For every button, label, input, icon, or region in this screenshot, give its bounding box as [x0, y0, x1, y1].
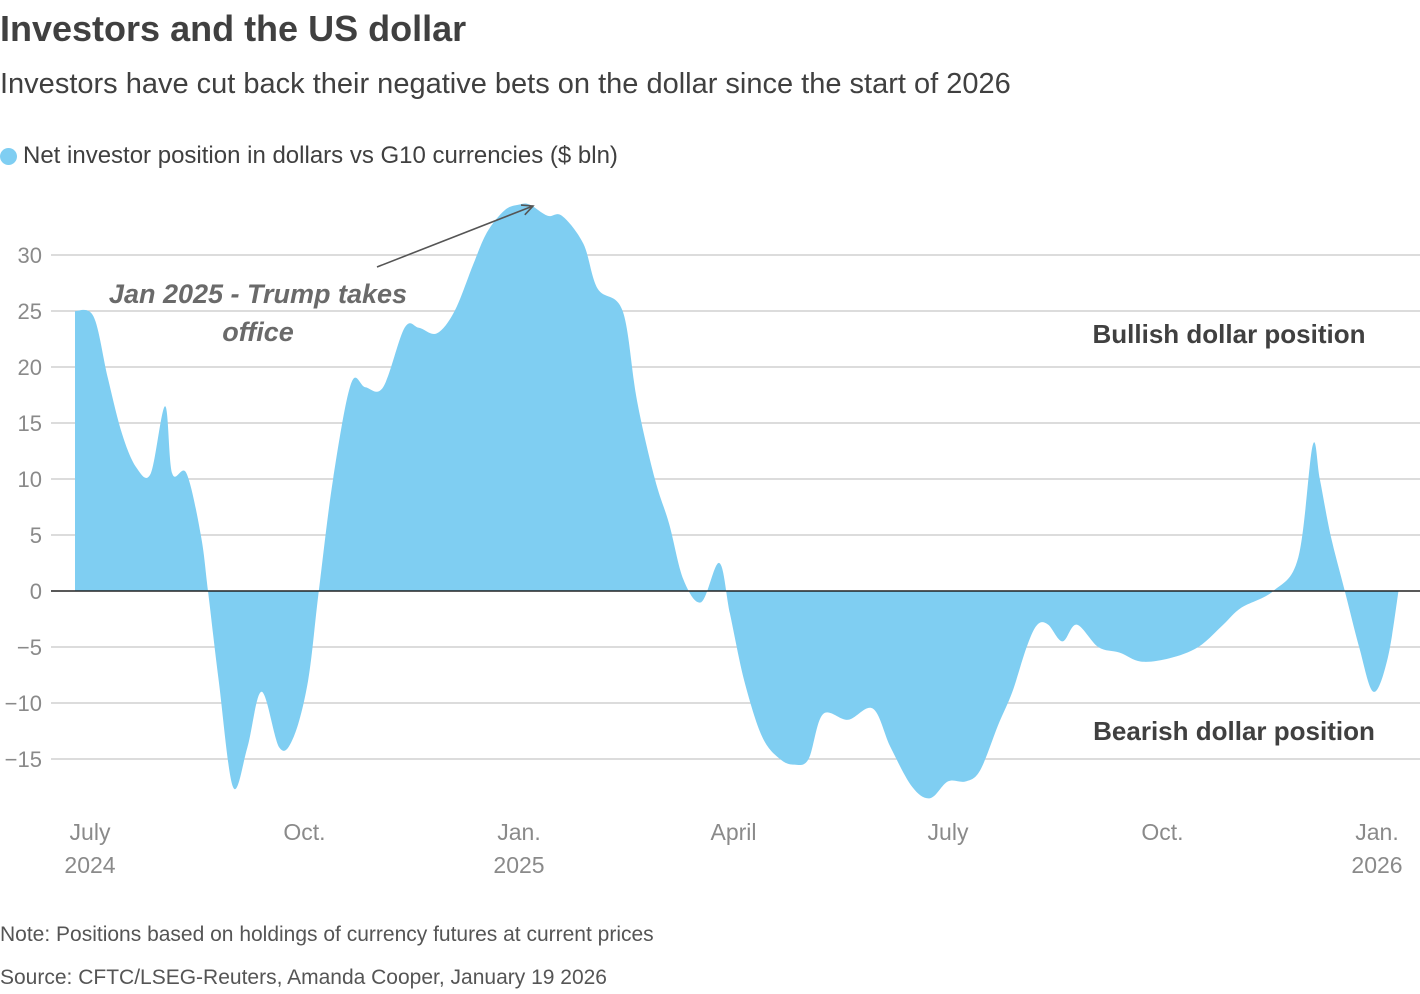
footnote: Note: Positions based on holdings of cur…	[0, 923, 654, 946]
x-tick-label: Oct.	[283, 819, 325, 845]
x-tick-year: 2026	[1351, 852, 1402, 878]
y-axis: 30 25 20 15 10 5 0 −5 −10 −15	[5, 243, 42, 772]
y-tick-label: −15	[5, 747, 42, 772]
series-layer	[75, 203, 1399, 799]
y-tick-label: 0	[30, 579, 42, 604]
legend-label: Net investor position in dollars vs G10 …	[23, 142, 618, 169]
x-tick-year: 2025	[493, 852, 544, 878]
event-label-line2: office	[222, 317, 294, 347]
annotations: Bullish dollar position Bearish dollar po…	[109, 204, 1375, 746]
event-arrow-head	[520, 204, 535, 216]
source-line: Source: CFTC/LSEG-Reuters, Amanda Cooper…	[0, 966, 607, 989]
bullish-label: Bullish dollar position	[1093, 319, 1366, 349]
x-tick-label: Oct.	[1141, 819, 1183, 845]
y-tick-label: −10	[5, 691, 42, 716]
x-tick-year: 2024	[64, 852, 115, 878]
event-label: Jan 2025 - Trump takes	[109, 279, 407, 309]
legend-swatch	[0, 147, 17, 165]
x-axis: July 2024 Oct. Jan. 2025 April July Oct. Jan. 202…	[64, 819, 1402, 878]
y-tick-label: 15	[18, 411, 42, 436]
x-tick-label: July	[70, 819, 111, 845]
y-tick-label: 25	[18, 299, 42, 324]
series-area	[75, 203, 1399, 799]
bearish-label: Bearish dollar position	[1093, 716, 1375, 746]
y-tick-label: 20	[18, 355, 42, 380]
event-arrow-line	[376, 205, 534, 268]
chart-title: Investors and the US dollar	[0, 8, 467, 49]
x-tick-label: Jan.	[497, 819, 540, 845]
y-tick-label: −5	[17, 635, 42, 660]
x-tick-label: April	[710, 819, 756, 845]
y-tick-label: 5	[30, 523, 42, 548]
chart-subtitle: Investors have cut back their negative b…	[0, 68, 1011, 100]
y-tick-label: 10	[18, 467, 42, 492]
legend: Net investor position in dollars vs G10 …	[0, 142, 618, 170]
x-tick-label: Jan.	[1355, 819, 1398, 845]
x-tick-label: July	[928, 819, 969, 845]
y-tick-label: 30	[18, 243, 42, 268]
